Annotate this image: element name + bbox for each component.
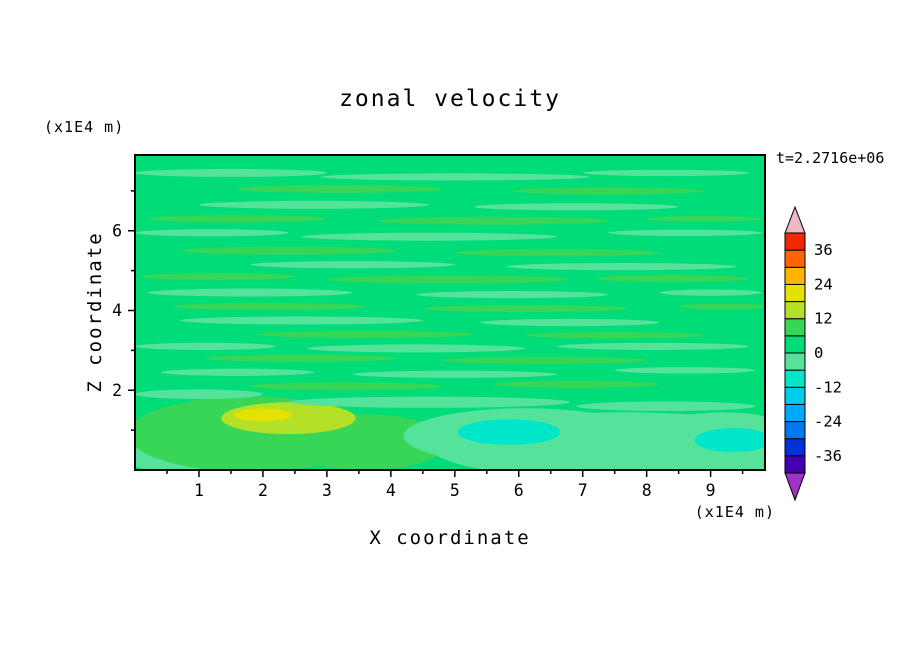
y-axis-unit-label: (x1E4 m) bbox=[44, 118, 125, 136]
colorbar-cells bbox=[784, 206, 806, 502]
colorbar-arrow-top bbox=[784, 206, 806, 234]
svg-text:1: 1 bbox=[194, 481, 204, 500]
svg-text:9: 9 bbox=[706, 481, 716, 500]
timestamp-label: t=2.2716e+06 bbox=[776, 149, 885, 167]
svg-text:-24: -24 bbox=[814, 413, 842, 431]
svg-text:0: 0 bbox=[814, 344, 823, 362]
contour-field bbox=[135, 155, 765, 470]
colorbar-labels: 36 24 12 0 -12 -24 -36 bbox=[814, 241, 842, 465]
svg-text:-12: -12 bbox=[814, 378, 842, 396]
svg-text:-36: -36 bbox=[814, 447, 842, 465]
svg-text:36: 36 bbox=[814, 241, 833, 259]
svg-text:8: 8 bbox=[642, 481, 652, 500]
svg-text:3: 3 bbox=[322, 481, 332, 500]
x-axis-unit-label: (x1E4 m) bbox=[694, 503, 775, 521]
x-axis-title: X coordinate bbox=[369, 527, 531, 549]
svg-text:6: 6 bbox=[112, 221, 122, 240]
svg-text:6: 6 bbox=[514, 481, 524, 500]
svg-text:2: 2 bbox=[112, 381, 122, 400]
svg-text:4: 4 bbox=[386, 481, 396, 500]
colorbar-svg: 36 24 12 0 -12 -24 -36 bbox=[784, 206, 842, 502]
svg-text:5: 5 bbox=[450, 481, 460, 500]
svg-text:7: 7 bbox=[578, 481, 588, 500]
contour-field-svg bbox=[135, 155, 765, 470]
chart-title: zonal velocity bbox=[339, 86, 561, 112]
svg-text:24: 24 bbox=[814, 275, 833, 293]
svg-text:2: 2 bbox=[258, 481, 268, 500]
svg-text:12: 12 bbox=[814, 310, 833, 328]
colorbar: 36 24 12 0 -12 -24 -36 bbox=[783, 206, 861, 506]
y-axis-title: Z coordinate bbox=[84, 231, 106, 393]
svg-text:4: 4 bbox=[112, 301, 122, 320]
colorbar-arrow-bottom bbox=[784, 472, 806, 502]
